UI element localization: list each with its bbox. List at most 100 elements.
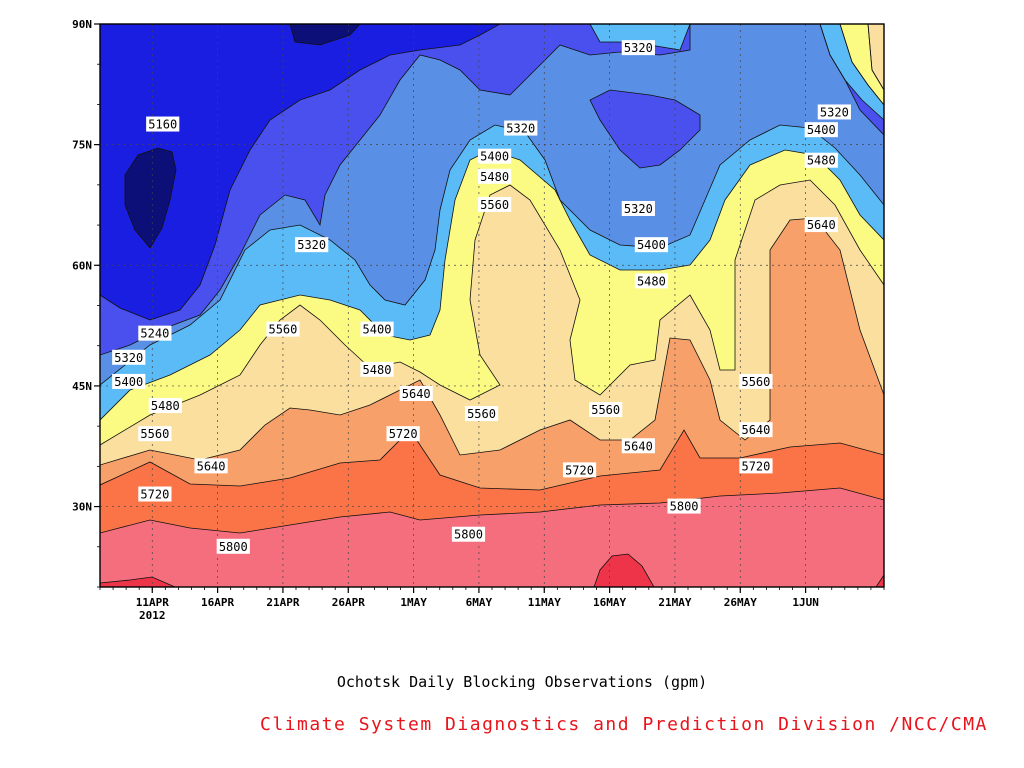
contour-label-text: 5640 bbox=[741, 423, 770, 437]
contour-label: 5560 bbox=[478, 196, 512, 212]
contour-label-text: 5560 bbox=[741, 375, 770, 389]
contour-label: 5400 bbox=[804, 122, 838, 138]
contour-label-box bbox=[386, 426, 420, 442]
contour-label: 5480 bbox=[360, 361, 394, 377]
contour-label-box bbox=[739, 373, 773, 389]
contour-line bbox=[124, 24, 361, 249]
y-tick-label: 60N bbox=[72, 259, 92, 272]
contour-label: 5640 bbox=[739, 422, 773, 438]
y-tick-label: 90N bbox=[72, 18, 92, 31]
contour-label-text: 5560 bbox=[591, 403, 620, 417]
contour-label: 5560 bbox=[589, 402, 623, 418]
contour-label-text: 5480 bbox=[480, 170, 509, 184]
credit-line: Climate System Diagnostics and Predictio… bbox=[260, 714, 988, 735]
contour-label-text: 5720 bbox=[389, 427, 418, 441]
contour-labels: 5160 5240 5320 5400 5480 5560 5640 5720 5800 5320… bbox=[112, 40, 851, 554]
contour-label-text: 5400 bbox=[114, 375, 143, 389]
contour-label-box bbox=[112, 373, 146, 389]
contour-label-box bbox=[634, 237, 669, 253]
contour-label-text: 5240 bbox=[140, 327, 169, 341]
contour-label: 5640 bbox=[621, 438, 655, 454]
contour-label-text: 5480 bbox=[151, 399, 180, 413]
x-tick-label: 26MAY bbox=[724, 596, 757, 609]
x-tick-label: 16MAY bbox=[593, 596, 626, 609]
contour-label-text: 5480 bbox=[363, 363, 392, 377]
contour-label-box bbox=[804, 152, 838, 168]
x-tick-label: 6MAY bbox=[466, 596, 493, 609]
contour-label-box bbox=[194, 458, 228, 474]
x-tick-label: 26APR bbox=[332, 596, 365, 609]
contour-label: 5480 bbox=[148, 398, 182, 414]
contour-label-box bbox=[804, 122, 838, 138]
contour-label-text: 5160 bbox=[148, 118, 177, 132]
contour-label: 5640 bbox=[399, 385, 433, 401]
contour-label-box bbox=[817, 104, 851, 120]
contour-label-box bbox=[621, 200, 655, 216]
contour-label-text: 5560 bbox=[467, 407, 496, 421]
contour-label-text: 5640 bbox=[624, 439, 653, 453]
contour-label: 5640 bbox=[194, 458, 228, 474]
contour-label-box bbox=[360, 321, 394, 337]
contour-label: 5640 bbox=[804, 217, 838, 233]
contour-label-box bbox=[667, 498, 701, 514]
fill-5160-5240 bbox=[100, 24, 500, 320]
contour-label: 5320 bbox=[295, 237, 329, 253]
x-tick-label: 21APR bbox=[266, 596, 299, 609]
contour-label-text: 5480 bbox=[807, 154, 836, 168]
chart-title: Ochotsk Daily Blocking Observations (gpm… bbox=[336, 673, 708, 691]
contour-label: 5400 bbox=[478, 148, 512, 164]
contour-label-text: 5400 bbox=[480, 150, 509, 164]
contour-label-box bbox=[464, 406, 499, 422]
contour-label: 5400 bbox=[360, 321, 394, 337]
contour-label-box bbox=[634, 273, 669, 289]
contour-label: 5480 bbox=[478, 168, 512, 184]
contour-label: 5480 bbox=[804, 152, 838, 168]
contour-label-text: 5320 bbox=[506, 122, 535, 136]
fill-5560-5640-polar bbox=[868, 24, 884, 90]
contour-label-text: 5400 bbox=[637, 238, 666, 252]
contour-label-text: 5720 bbox=[140, 488, 169, 502]
contour-label-box bbox=[621, 40, 655, 56]
contour-label-text: 5800 bbox=[219, 540, 248, 554]
contour-label-box bbox=[504, 120, 538, 136]
contour-label-text: 5560 bbox=[480, 198, 509, 212]
contour-label: 5800 bbox=[667, 498, 701, 514]
contour-label: 5400 bbox=[112, 373, 146, 389]
contour-label-text: 5640 bbox=[402, 387, 431, 401]
x-tick-label: 16APR bbox=[201, 596, 234, 609]
y-tick-label: 75N bbox=[72, 139, 92, 152]
contour-label-box bbox=[112, 349, 146, 365]
contour-line bbox=[100, 24, 884, 466]
contour-label-text: 5320 bbox=[114, 351, 143, 365]
contour-label-box bbox=[621, 438, 655, 454]
contour-label-text: 5800 bbox=[454, 528, 483, 542]
contour-label: 5320 bbox=[504, 120, 538, 136]
contour-label: 5720 bbox=[739, 458, 773, 474]
contour-label-box bbox=[804, 217, 838, 233]
contour-label-box bbox=[146, 116, 180, 132]
contour-label-box bbox=[562, 462, 597, 478]
contour-label: 5720 bbox=[562, 462, 597, 478]
contour-label: 5560 bbox=[739, 373, 773, 389]
contour-label: 5720 bbox=[386, 426, 420, 442]
x-tick-label: 11APR bbox=[136, 596, 169, 609]
contour-label-box bbox=[148, 398, 182, 414]
contour-label-box bbox=[138, 426, 172, 442]
contour-label: 5800 bbox=[216, 538, 250, 554]
contour-label: 5400 bbox=[634, 237, 669, 253]
contour-label-box bbox=[266, 321, 300, 337]
contour-line bbox=[100, 24, 884, 446]
contour-label-box bbox=[478, 148, 512, 164]
contour-line bbox=[100, 553, 884, 587]
fill-below-5160 bbox=[125, 24, 360, 248]
contour-label: 5560 bbox=[138, 426, 172, 442]
contour-label-text: 5320 bbox=[820, 105, 849, 119]
contour-label: 5720 bbox=[138, 486, 172, 502]
fill-5240-5320 bbox=[100, 24, 884, 355]
y-axis: 90N 75N 60N 45N 30N bbox=[72, 18, 100, 588]
contour-label: 5320 bbox=[112, 349, 146, 365]
x-tick-sublabel: 2012 bbox=[139, 609, 166, 622]
x-tick-label: 11MAY bbox=[528, 596, 561, 609]
